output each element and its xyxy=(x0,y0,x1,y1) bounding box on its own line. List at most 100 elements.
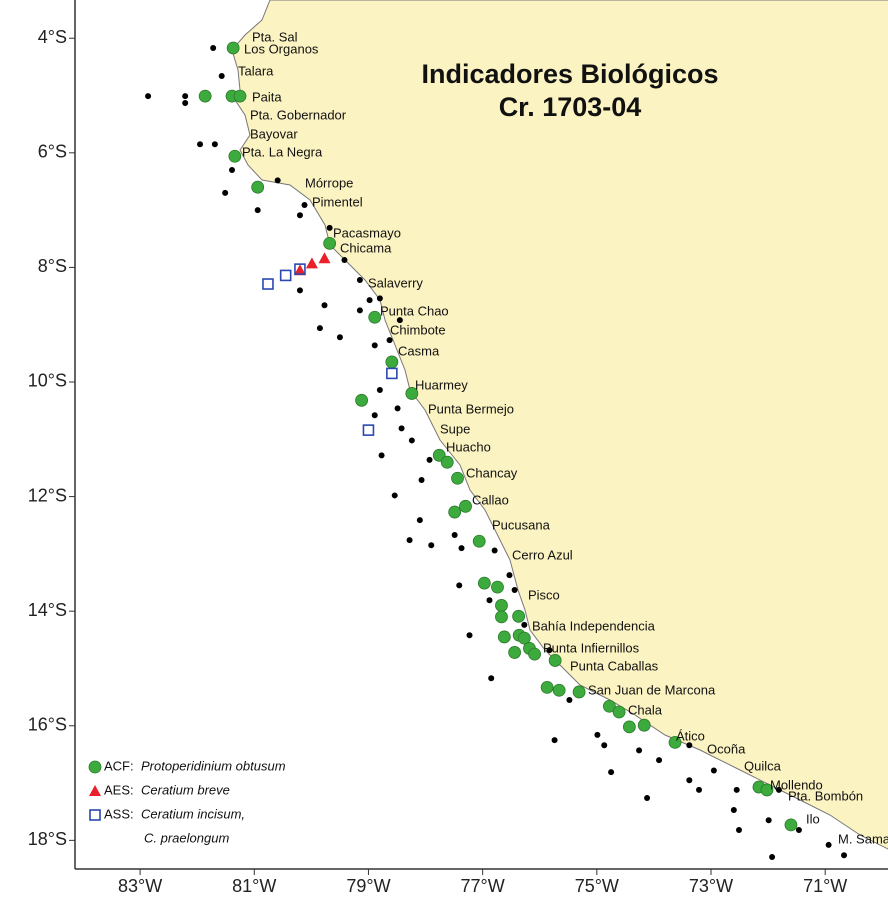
place-label: M. Sama xyxy=(838,831,888,846)
station xyxy=(765,817,772,824)
x-tick-label: 81°W xyxy=(232,876,276,896)
place-label: Los Organos xyxy=(244,41,319,56)
acf-marker xyxy=(385,355,399,369)
station xyxy=(418,476,425,483)
station xyxy=(644,794,651,801)
place-label: Cerro Azul xyxy=(512,547,573,562)
place-label: Pucusana xyxy=(492,517,551,532)
station xyxy=(229,167,236,174)
place-label: Chicama xyxy=(340,240,392,255)
place-label: Bahía Independencia xyxy=(532,618,656,633)
place-label: Ilo xyxy=(806,811,820,826)
station xyxy=(326,224,333,231)
acf-marker xyxy=(198,89,212,103)
legend-code: ASS: xyxy=(104,806,134,821)
station xyxy=(686,742,693,749)
acf-marker xyxy=(233,89,247,103)
y-tick-label: 10°S xyxy=(28,371,67,391)
place-label: Ocoña xyxy=(707,741,746,756)
acf-marker xyxy=(602,699,616,713)
y-tick-label: 18°S xyxy=(28,829,67,849)
station xyxy=(426,456,433,463)
ass-marker xyxy=(262,278,274,290)
acf-marker xyxy=(448,505,462,519)
place-label: San Juan de Marcona xyxy=(588,682,716,697)
station xyxy=(696,786,703,793)
station xyxy=(222,189,229,196)
place-label: Quilca xyxy=(744,758,782,773)
legend-species: Ceratium breve xyxy=(141,782,230,797)
markers xyxy=(145,41,848,860)
station xyxy=(296,212,303,219)
place-label: Chancay xyxy=(466,465,518,480)
place-label: Paita xyxy=(252,89,282,104)
place-label: Pacasmayo xyxy=(333,225,401,240)
station xyxy=(254,207,261,214)
place-label: Huarmey xyxy=(415,377,468,392)
place-label: Supe xyxy=(440,421,470,436)
acf-marker xyxy=(637,718,651,732)
place-label: Pta. Gobernador xyxy=(250,107,347,122)
acf-marker xyxy=(323,236,337,250)
ass-marker xyxy=(362,424,375,436)
acf-marker xyxy=(226,41,240,55)
axes: 83°W 81°W 79°W 77°W 75°W 73°W 71°W 4°S 6°S 8°S 10°… xyxy=(28,27,848,896)
aes-marker xyxy=(305,257,318,269)
acf-marker xyxy=(495,599,508,612)
acf-marker xyxy=(477,576,491,590)
aes-marker xyxy=(89,785,101,796)
station xyxy=(406,537,413,544)
acf-marker xyxy=(440,455,454,469)
acf-marker xyxy=(552,683,566,697)
ass-marker xyxy=(279,269,292,282)
station xyxy=(521,621,528,628)
station xyxy=(296,287,303,294)
place-label: Mollendo xyxy=(770,777,823,792)
station xyxy=(511,586,518,593)
acf-marker xyxy=(88,760,102,774)
x-tick-label: 75°W xyxy=(575,876,619,896)
acf-marker xyxy=(251,180,265,194)
station xyxy=(341,256,348,263)
place-label: Mórrope xyxy=(305,175,353,190)
station xyxy=(601,742,608,749)
station xyxy=(795,827,802,834)
acf-marker xyxy=(495,610,508,624)
legend-species: C. praelongum xyxy=(144,830,229,845)
station xyxy=(769,853,776,860)
station xyxy=(398,425,405,432)
station xyxy=(546,647,553,654)
place-label: Pta. La Negra xyxy=(242,144,323,159)
station xyxy=(735,827,742,834)
acf-marker xyxy=(622,720,636,734)
acf-marker xyxy=(355,393,369,407)
station xyxy=(371,342,378,349)
acf-marker xyxy=(405,387,419,400)
place-label: Talara xyxy=(238,63,274,78)
station xyxy=(841,852,848,859)
acf-marker xyxy=(508,646,522,659)
station xyxy=(386,337,393,344)
station xyxy=(428,542,435,549)
station xyxy=(491,547,498,554)
station xyxy=(197,141,204,148)
land xyxy=(231,0,888,850)
station xyxy=(656,757,663,764)
place-label: Ático xyxy=(676,728,705,743)
station xyxy=(775,786,782,793)
place-label: Bayovar xyxy=(250,126,298,141)
place-label: Punta Infiernillos xyxy=(543,640,640,655)
x-tick-label: 77°W xyxy=(461,876,505,896)
ass-marker xyxy=(294,263,306,275)
place-label: Pta. Bombón xyxy=(788,788,863,803)
station xyxy=(182,99,189,106)
x-tick-label: 71°W xyxy=(803,876,847,896)
legend: ACF: Protoperidinium obtusum AES: Ceratium … xyxy=(88,758,286,845)
x-tick-label: 79°W xyxy=(346,876,390,896)
station xyxy=(211,141,218,148)
station xyxy=(210,44,217,51)
title: Cr. 1703-04 xyxy=(499,92,642,122)
place-label: Punta Bermejo xyxy=(428,401,514,416)
